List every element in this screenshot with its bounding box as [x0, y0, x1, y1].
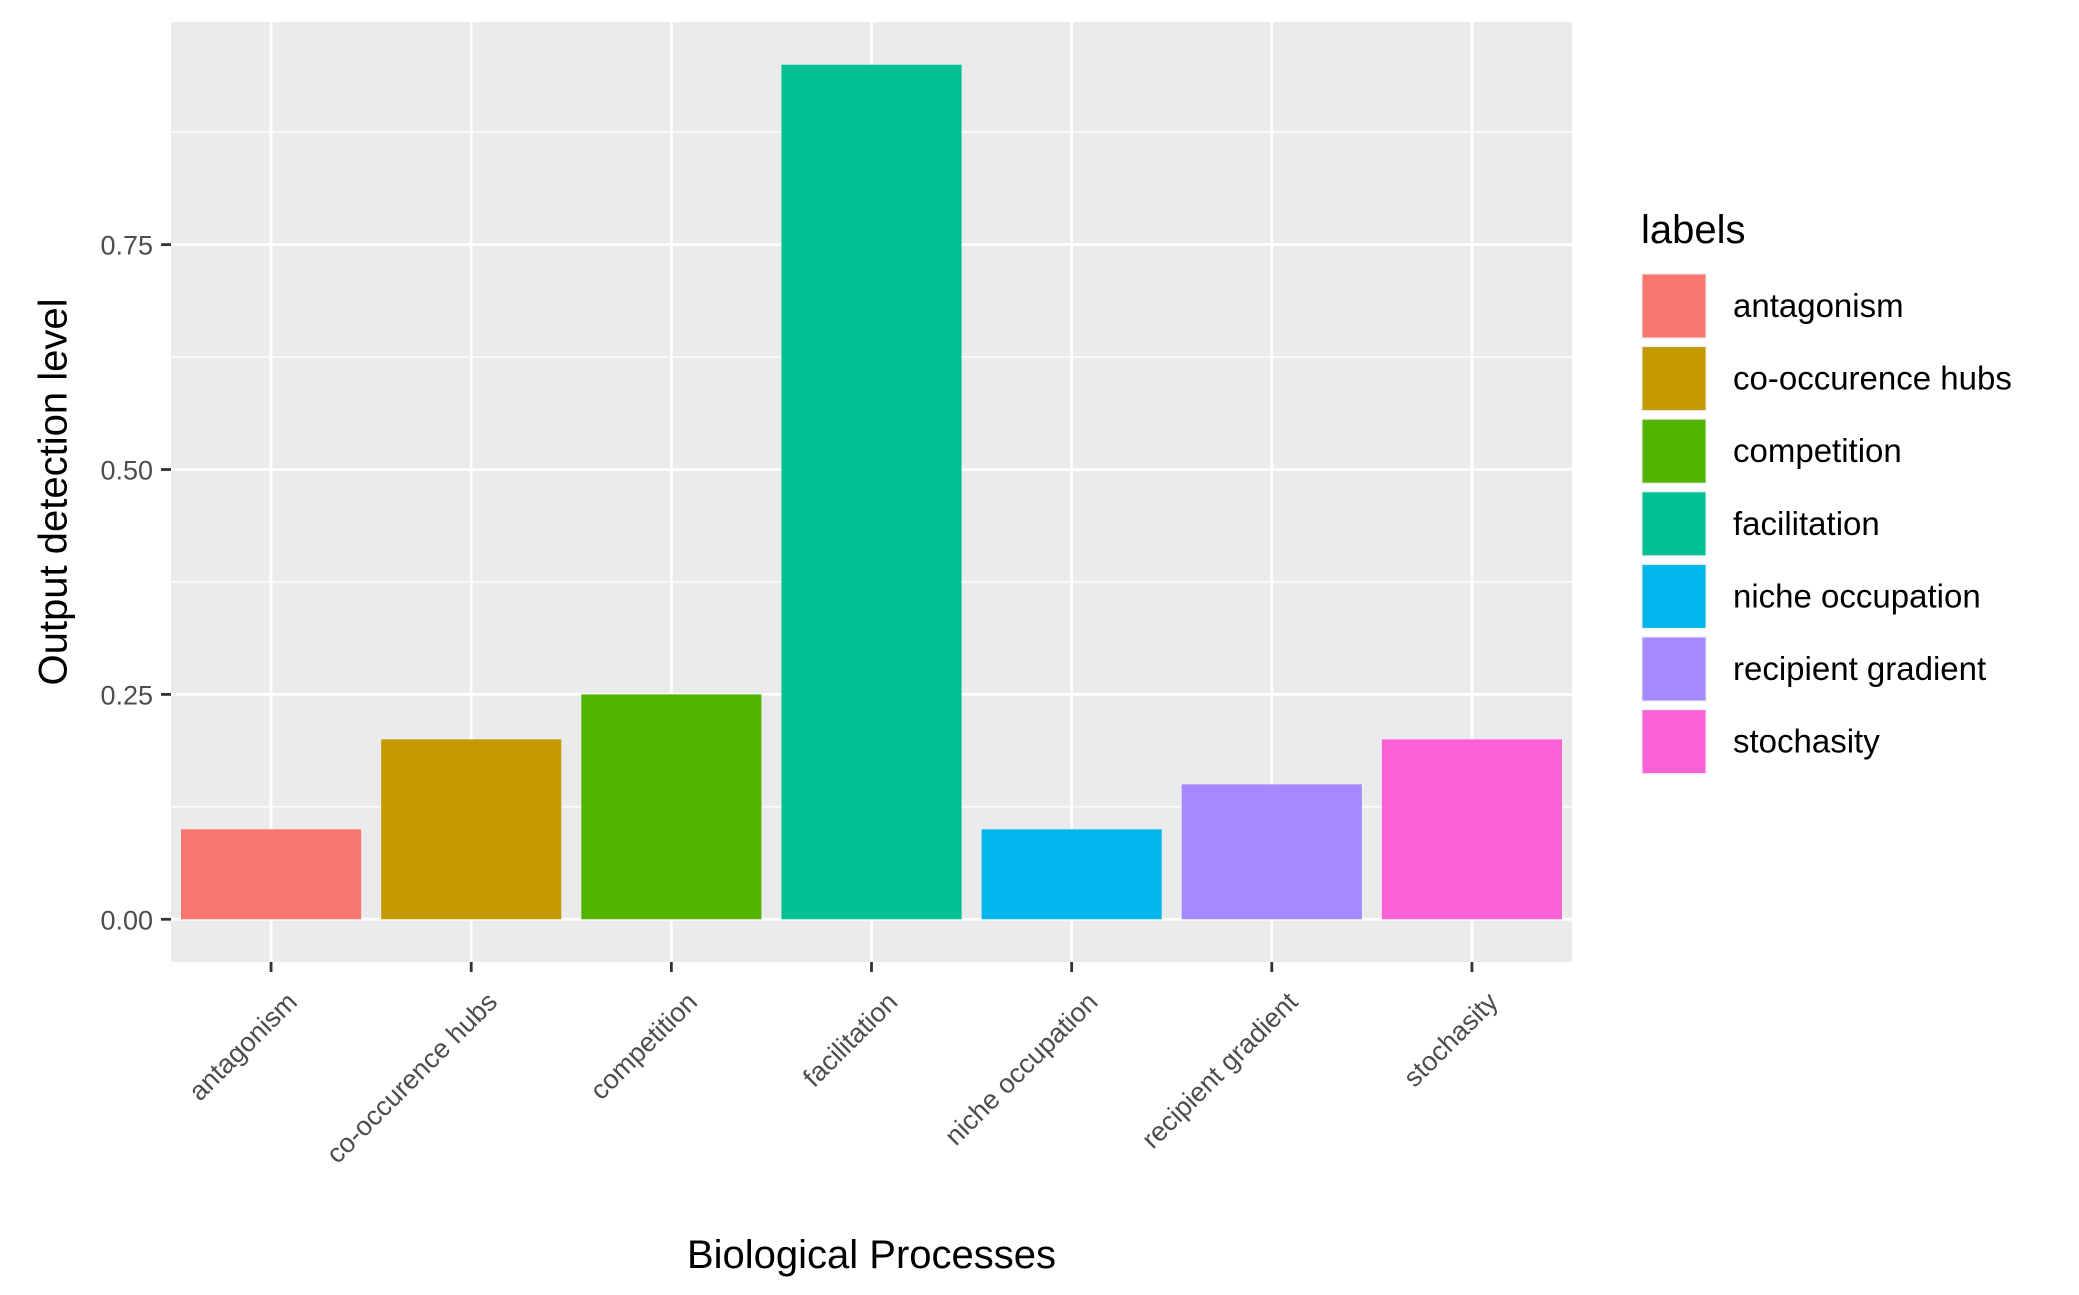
bar-niche-occupation: [981, 829, 1162, 920]
x-tick-label-facilitation: facilitation: [797, 987, 903, 1093]
x-tick-label-competition: competition: [584, 987, 703, 1106]
legend: labels antagonism co-occurence hubs compet…: [1641, 208, 2012, 775]
x-axis: antagonism co-occurence hubs competition fa…: [183, 962, 1504, 1169]
x-tick-label-co-occurence-hubs: co-occurence hubs: [321, 987, 504, 1170]
legend-label-co-occurence-hubs: co-occurence hubs: [1733, 360, 2012, 397]
legend-title: labels: [1641, 208, 1746, 252]
legend-swatch-recipient-gradient: [1642, 637, 1706, 701]
bar-co-occurence-hubs: [381, 739, 562, 920]
legend-swatch-facilitation: [1642, 492, 1706, 556]
bar-recipient-gradient: [1181, 784, 1362, 920]
y-tick-label: 0.75: [100, 231, 153, 261]
y-tick-label: 0.00: [100, 905, 153, 935]
bar-facilitation: [781, 64, 962, 920]
legend-label-competition: competition: [1733, 432, 1902, 469]
legend-label-stochasity: stochasity: [1733, 723, 1880, 760]
legend-swatch-niche-occupation: [1642, 564, 1706, 628]
bars: [181, 64, 1562, 920]
legend-swatch-co-occurence-hubs: [1642, 347, 1706, 411]
bar-antagonism: [181, 829, 362, 920]
legend-label-niche-occupation: niche occupation: [1733, 577, 1981, 614]
legend-swatch-stochasity: [1642, 710, 1706, 774]
bar-competition: [581, 694, 762, 920]
x-axis-title: Biological Processes: [687, 1233, 1056, 1277]
legend-label-antagonism: antagonism: [1733, 287, 1904, 324]
x-tick-label-recipient-gradient: recipient gradient: [1136, 986, 1304, 1154]
legend-label-recipient-gradient: recipient gradient: [1733, 650, 1986, 687]
legend-label-facilitation: facilitation: [1733, 505, 1880, 542]
legend-swatch-competition: [1642, 419, 1706, 483]
x-tick-label-antagonism: antagonism: [183, 987, 303, 1107]
x-tick-label-stochasity: stochasity: [1398, 986, 1504, 1092]
x-tick-label-niche-occupation: niche occupation: [939, 987, 1104, 1152]
bar-stochasity: [1381, 739, 1562, 920]
y-axis: 0.00 0.25 0.50 0.75: [100, 231, 171, 935]
legend-swatch-antagonism: [1642, 274, 1706, 338]
y-tick-label: 0.50: [100, 456, 153, 486]
y-axis-title: Output detection level: [32, 299, 76, 686]
y-tick-label: 0.25: [100, 680, 153, 710]
